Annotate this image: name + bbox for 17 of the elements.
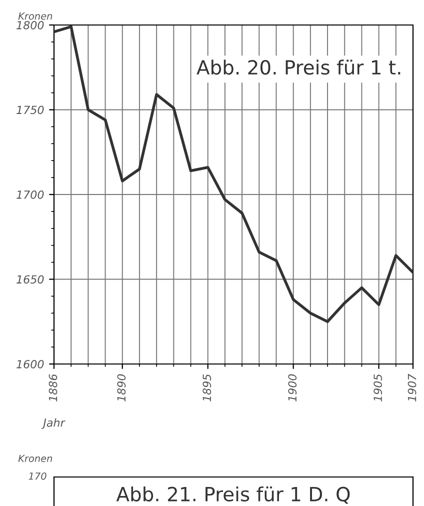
x-tick-label: 1907: [408, 374, 416, 402]
y-tick-label: 1650: [16, 275, 44, 284]
x-tick-label: 1895: [202, 374, 212, 402]
y-axis-title: Kronen: [18, 12, 52, 20]
text: Kronen: [18, 454, 52, 462]
y-tick-label: 1700: [16, 190, 44, 199]
x-tick-label: 1886: [48, 374, 58, 402]
y-tick-label: 1750: [16, 106, 44, 114]
x-tick-label: 1890: [117, 374, 126, 402]
x-tick-label: 1900: [288, 374, 297, 402]
x-tick-label: 1905: [374, 374, 382, 402]
y-tick-label: 1600: [16, 360, 44, 368]
y-tick-label: 1800: [16, 20, 44, 30]
text: Abb. 21. Preis für 1 D. Q: [116, 486, 350, 504]
text: Abb. 20. Preis für 1 t.: [196, 60, 400, 75]
text: 170: [28, 472, 46, 480]
x-axis-title: Jahr: [41, 418, 66, 429]
